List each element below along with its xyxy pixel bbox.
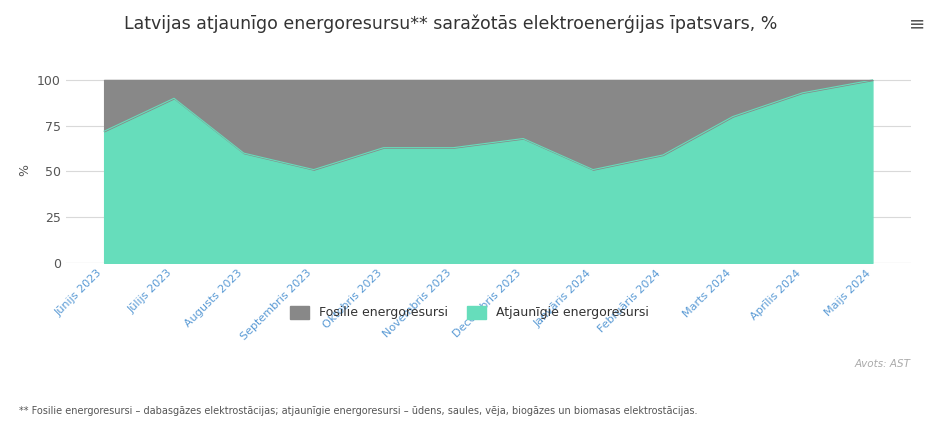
Legend: Fosilie energoresursi, Atjaunīgie energoresursi: Fosilie energoresursi, Atjaunīgie energo… (285, 301, 654, 324)
Y-axis label: %: % (19, 164, 31, 176)
Text: ** Fosilie energoresursi – dabasgāzes elektrostācijas; atjaunīgie energoresursi : ** Fosilie energoresursi – dabasgāzes el… (19, 405, 698, 416)
Text: Latvijas atjaunīgo energoresursu** saražotās elektroenerģijas īpatsvars, %: Latvijas atjaunīgo energoresursu** saraž… (124, 15, 777, 33)
Text: ≡: ≡ (909, 15, 925, 34)
Text: Avots: AST: Avots: AST (854, 359, 911, 369)
